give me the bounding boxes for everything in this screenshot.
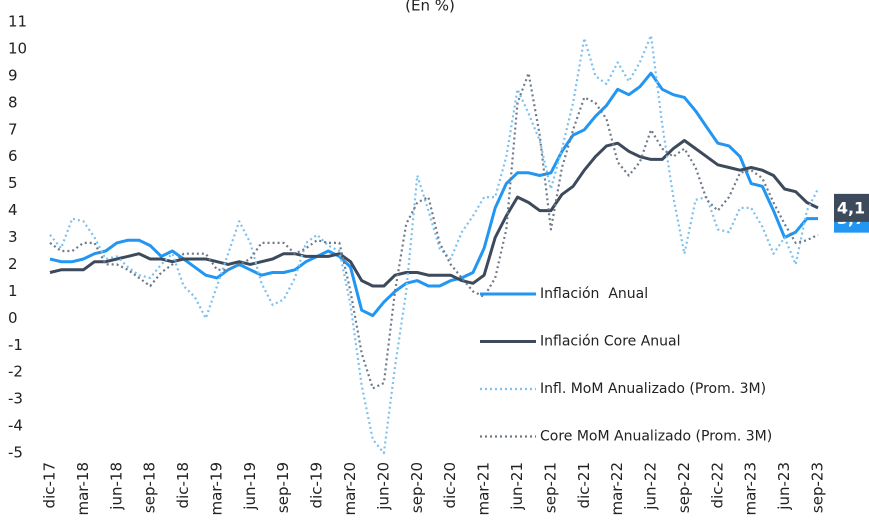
end-label-text: 4,1: [837, 198, 865, 217]
x-tick-label: sep-19: [274, 462, 292, 513]
x-tick-label: sep-18: [141, 462, 159, 513]
y-tick-label: 0: [8, 309, 18, 327]
series-line: [49, 139, 819, 288]
y-tick-label: 3: [8, 228, 18, 246]
legend-label: Inflación Core Anual: [540, 334, 681, 350]
x-tick-label: mar-20: [341, 462, 359, 516]
x-tick-label: dic-21: [575, 462, 593, 508]
y-tick-label: 10: [8, 39, 27, 57]
x-tick-label: jun-22: [642, 462, 660, 511]
end-label: 4,1: [834, 193, 869, 222]
x-tick-label: mar-19: [207, 462, 225, 516]
y-tick-label: 4: [8, 201, 18, 219]
x-tick-label: jun-18: [107, 462, 125, 511]
y-tick-label: 5: [8, 174, 18, 192]
chart-title: (En %): [405, 0, 455, 15]
x-tick-label: dic-20: [441, 462, 459, 508]
legend-label: Core MoM Anualizado (Prom. 3M): [540, 429, 772, 445]
x-tick-label: mar-23: [742, 462, 760, 516]
legend-label: Inflación Anual: [540, 286, 648, 302]
y-tick-label: -5: [8, 444, 23, 462]
x-tick-label: jun-19: [241, 462, 259, 511]
x-tick-label: dic-22: [708, 462, 726, 508]
y-tick-label: 7: [8, 120, 18, 138]
y-tick-label: 11: [8, 13, 27, 31]
y-tick-label: -2: [8, 363, 23, 381]
y-tick-label: 8: [8, 93, 18, 111]
x-tick-label: dic-19: [308, 462, 326, 508]
x-tick-label: jun-21: [508, 462, 526, 511]
legend-label: Infl. MoM Anualizado (Prom. 3M): [540, 381, 766, 397]
x-tick-label: sep-22: [675, 462, 693, 513]
y-tick-label: 9: [8, 66, 18, 84]
y-tick-label: -1: [8, 336, 23, 354]
end-label-box: [834, 193, 869, 222]
y-tick-label: 6: [8, 147, 18, 165]
y-tick-label: -3: [8, 390, 23, 408]
x-tick-label: dic-17: [41, 462, 59, 508]
x-tick-label: jun-23: [775, 462, 793, 511]
y-tick-label: 2: [8, 255, 18, 273]
x-tick-label: dic-18: [174, 462, 192, 508]
x-tick-label: mar-22: [608, 462, 626, 516]
x-tick-label: sep-23: [809, 462, 827, 513]
x-tick-label: jun-20: [374, 462, 392, 511]
x-tick-label: sep-20: [408, 462, 426, 513]
y-tick-label: -4: [8, 417, 23, 435]
y-tick-label: 1: [8, 282, 18, 300]
series-line: [49, 71, 818, 318]
series-line: [49, 34, 819, 455]
x-tick-label: sep-21: [541, 462, 559, 513]
x-tick-label: mar-18: [74, 462, 92, 516]
x-tick-label: mar-21: [475, 462, 493, 516]
